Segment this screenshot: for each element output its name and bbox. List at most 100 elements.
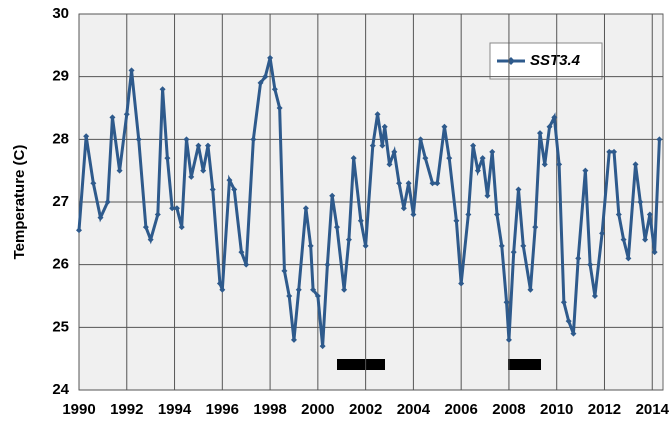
- data-point: [290, 336, 297, 343]
- data-point: [615, 211, 622, 218]
- data-point: [505, 336, 512, 343]
- data-point: [135, 136, 142, 143]
- data-point: [417, 136, 424, 143]
- data-point: [128, 67, 135, 74]
- x-tick-label: 2000: [301, 401, 334, 418]
- data-point: [302, 205, 309, 212]
- data-point: [238, 249, 245, 256]
- data-point: [465, 211, 472, 218]
- data-point: [209, 186, 216, 193]
- data-point: [109, 114, 116, 121]
- data-point: [493, 211, 500, 218]
- x-tick-label: 2012: [588, 401, 621, 418]
- data-point: [250, 136, 257, 143]
- data-point: [169, 205, 176, 212]
- data-point: [575, 255, 582, 262]
- x-tick-label: 1996: [206, 401, 239, 418]
- data-point: [159, 86, 166, 93]
- data-point: [345, 236, 352, 243]
- data-point: [200, 167, 207, 174]
- data-point: [379, 142, 386, 149]
- data-point: [642, 236, 649, 243]
- data-point: [97, 214, 104, 221]
- y-tick-label: 29: [52, 68, 69, 85]
- annotation-bar: [337, 359, 385, 370]
- x-tick-label: 1998: [253, 401, 286, 418]
- data-point: [453, 217, 460, 224]
- x-tick-label: 2008: [492, 401, 525, 418]
- data-point: [329, 192, 336, 199]
- data-point: [625, 255, 632, 262]
- data-point: [541, 161, 548, 168]
- data-point: [551, 114, 558, 121]
- data-point: [267, 54, 274, 61]
- data-point: [357, 217, 364, 224]
- data-point: [386, 161, 393, 168]
- data-point: [319, 343, 326, 350]
- x-tick-label: 1994: [158, 401, 192, 418]
- data-point: [178, 224, 185, 231]
- data-point: [484, 192, 491, 199]
- data-point: [154, 211, 161, 218]
- y-tick-label: 24: [52, 381, 69, 398]
- data-point: [410, 211, 417, 218]
- data-point: [83, 133, 90, 140]
- data-point: [656, 136, 663, 143]
- data-point: [556, 161, 563, 168]
- data-point: [262, 73, 269, 80]
- data-point: [591, 293, 598, 299]
- data-point: [142, 224, 149, 231]
- x-tick-label: 2006: [444, 401, 477, 418]
- x-tick-label: 2004: [397, 401, 431, 418]
- data-point: [243, 261, 250, 268]
- data-point: [307, 242, 314, 249]
- data-point: [216, 280, 223, 287]
- data-point: [219, 286, 226, 293]
- data-point: [637, 199, 644, 205]
- data-point: [164, 155, 171, 162]
- data-point: [314, 293, 321, 299]
- data-point: [276, 105, 283, 111]
- data-point: [503, 299, 510, 306]
- data-point: [271, 86, 278, 93]
- x-tick-label: 1992: [110, 401, 143, 418]
- data-point: [620, 236, 627, 243]
- data-point: [195, 142, 202, 149]
- data-point: [434, 180, 441, 187]
- data-point: [570, 330, 577, 337]
- data-point: [489, 148, 496, 155]
- data-point: [76, 227, 82, 234]
- data-point: [324, 261, 331, 268]
- data-point: [479, 155, 486, 162]
- data-point: [90, 180, 97, 187]
- data-point: [527, 286, 534, 293]
- y-tick-label: 27: [52, 193, 69, 210]
- data-point: [369, 142, 376, 149]
- data-point: [515, 186, 522, 193]
- data-point: [470, 142, 477, 149]
- y-axis-label: Temperature (C): [11, 145, 28, 260]
- data-point: [295, 286, 302, 293]
- data-point: [116, 167, 123, 174]
- data-point: [546, 123, 553, 130]
- data-point: [310, 286, 317, 293]
- data-point: [646, 211, 653, 218]
- data-point: [226, 177, 233, 184]
- y-tick-label: 25: [52, 318, 69, 335]
- data-point: [400, 205, 407, 212]
- data-point: [362, 242, 369, 249]
- data-point: [611, 148, 618, 155]
- data-point: [520, 242, 527, 249]
- data-point: [104, 199, 111, 205]
- y-tick-label: 28: [52, 130, 69, 147]
- data-point: [333, 224, 340, 231]
- data-point: [286, 293, 293, 299]
- data-point: [599, 230, 606, 237]
- legend: SST3.4: [489, 42, 603, 80]
- data-point: [606, 148, 613, 155]
- x-tick-label: 2002: [349, 401, 382, 418]
- data-point: [188, 173, 195, 180]
- data-point: [183, 136, 190, 143]
- data-point: [565, 318, 572, 325]
